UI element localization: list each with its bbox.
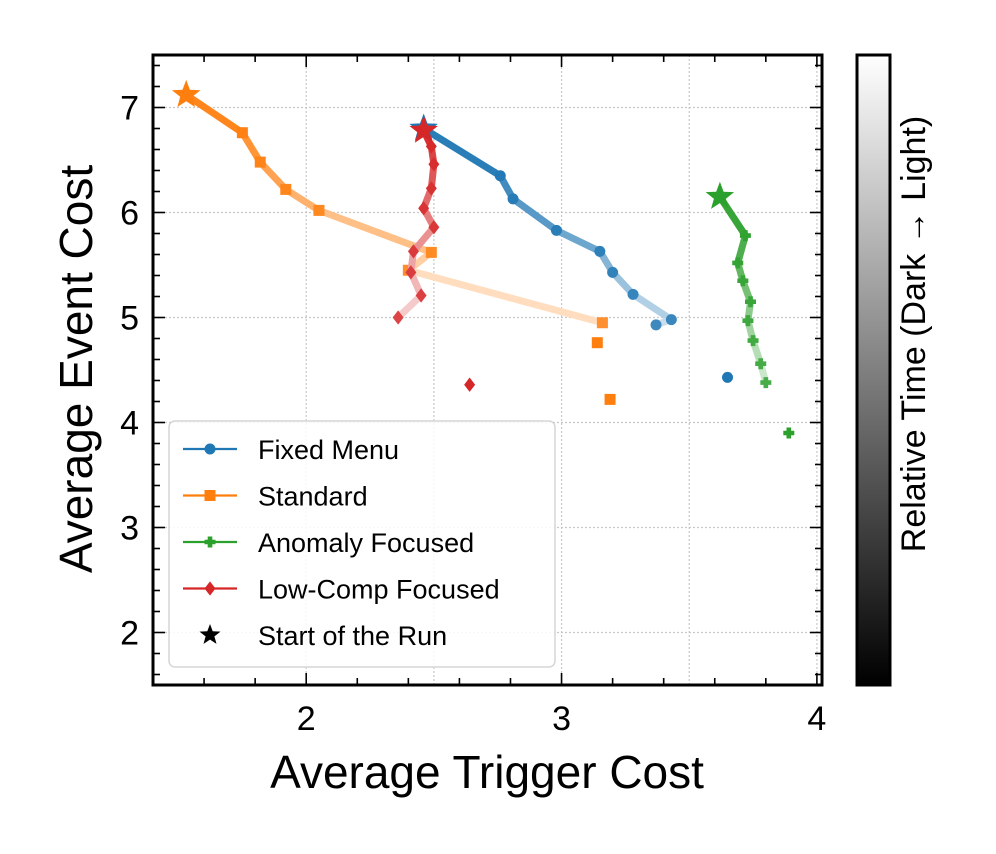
y-axis-title: Average Event Cost [50,165,102,573]
legend-entry: Anomaly Focused [183,528,474,558]
legend: Fixed Menu Standard Anomaly Focused Low-Com… [168,420,556,668]
data-point [392,310,404,325]
data-point [594,245,606,257]
data-point-outlier [591,337,603,349]
data-point [236,127,248,139]
data-point [627,288,639,300]
data-point [280,183,292,195]
data-point [254,156,266,168]
series-segment [509,195,560,234]
legend-marker-star [199,624,221,644]
axes [151,53,824,687]
tick-labels: 2 3 4 2 3 4 5 6 7 [120,90,826,739]
data-point [739,230,751,242]
legend-marker-plus [204,536,216,548]
series-anomaly-focused [705,181,795,439]
data-point [747,335,759,347]
y-tick-label: 4 [120,405,139,443]
x-tick-label: 2 [297,700,316,738]
data-point [425,246,437,258]
legend-label: Start of the Run [258,621,447,651]
x-tick-label: 4 [807,700,826,738]
data-point-outlier [464,377,476,392]
x-tick-label: 3 [552,700,571,738]
data-point [507,193,519,205]
series-standard [171,79,616,405]
legend-entry: Low-Comp Focused [183,575,500,605]
data-point [407,244,419,259]
x-axis-title: Average Trigger Cost [270,746,704,798]
legend-marker-circle [204,443,216,455]
legend-entry: Standard [183,482,368,512]
data-point-outlier [604,393,616,405]
data-point [607,266,619,278]
series-segment [629,290,675,324]
data-point [428,157,440,172]
data-point [415,288,427,303]
legend-box [168,420,556,668]
series-segment [394,291,425,321]
colorbar-title: Relative Time (Dark → Light) [895,116,933,552]
start-star-marker [705,181,735,209]
data-point [745,296,757,308]
series-low-comp-focused [392,115,476,392]
legend-label: Anomaly Focused [258,528,474,558]
data-point [732,257,744,269]
y-tick-label: 3 [120,510,139,548]
data-point [425,181,437,196]
data-point [428,220,440,235]
series-segment [409,223,438,255]
plot-frame [151,53,824,687]
data-point-outlier [722,371,734,383]
legend-label: Low-Comp Focused [258,575,500,605]
y-tick-label: 2 [120,615,139,653]
data-point [418,201,430,216]
colorbar-bar [855,53,892,687]
data-point-outlier [783,427,795,439]
data-point [550,224,562,236]
data-point [650,319,662,331]
series-segment [552,226,604,255]
y-tick-label: 5 [120,300,139,338]
data-point [494,170,506,182]
data-point [760,377,772,389]
y-tick-label: 6 [120,195,139,233]
series-segment [182,91,246,137]
start-star-marker [409,115,438,143]
data-point [737,275,749,287]
legend-label: Standard [258,482,368,512]
legend-label: Fixed Menu [258,435,399,465]
data-series [171,79,795,439]
series-fixed-menu [409,113,734,383]
data-point [425,139,437,154]
start-star-marker [171,79,201,107]
data-point [665,314,677,326]
series-segment [282,185,323,214]
data-point [313,204,325,216]
series-segment [420,125,504,180]
legend-marker-diamond [204,581,216,596]
legend-entry: Start of the Run [199,621,447,651]
data-point [755,358,767,370]
legend-marker-square [204,490,216,501]
data-point [405,265,417,280]
legend-entry: Fixed Menu [183,435,399,465]
data-point [742,315,754,327]
data-point [596,317,608,329]
series-segment [404,266,606,327]
colorbar: Relative Time (Dark → Light) [855,53,933,687]
y-tick-label: 7 [120,90,139,128]
